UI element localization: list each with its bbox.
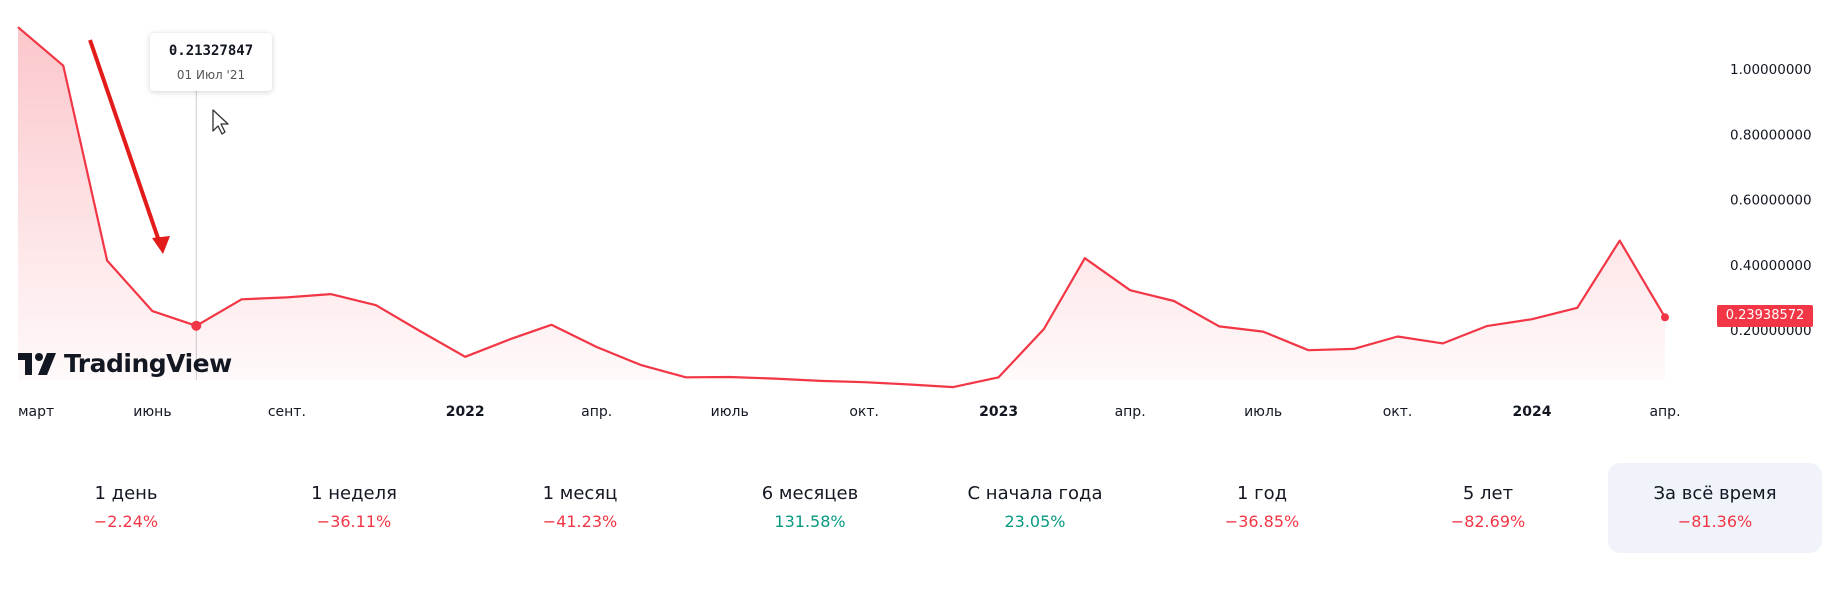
- y-tick-label: 0.60000000: [1730, 193, 1812, 209]
- period-change: −82.69%: [1450, 512, 1526, 531]
- period-label: С начала года: [967, 483, 1103, 504]
- tradingview-logo-text: TradingView: [64, 349, 232, 378]
- period-change: −36.85%: [1224, 512, 1300, 531]
- period-change: −36.11%: [316, 512, 392, 531]
- x-tick-label: июнь: [133, 404, 171, 420]
- period-button[interactable]: 1 месяц −41.23%: [473, 463, 687, 553]
- y-tick-label: 0.20000000: [1730, 323, 1812, 339]
- tradingview-logo-icon: [18, 352, 56, 375]
- period-label: 5 лет: [1462, 483, 1514, 504]
- x-tick-label: сент.: [268, 404, 306, 420]
- x-tick-label: июль: [711, 404, 749, 420]
- period-button[interactable]: 1 день −2.24%: [19, 463, 233, 553]
- mouse-cursor-icon: [212, 109, 229, 135]
- x-tick-label: июль: [1244, 404, 1282, 420]
- period-change: 23.05%: [1004, 512, 1066, 531]
- y-tick-label: 0.40000000: [1730, 258, 1812, 274]
- x-tick-label: апр.: [1115, 404, 1146, 420]
- hover-tooltip: 0.21327847 01 Июл '21: [150, 33, 272, 91]
- x-tick-label: 2022: [446, 404, 485, 420]
- period-change: −41.23%: [542, 512, 618, 531]
- period-button[interactable]: 6 месяцев 131.58%: [703, 463, 917, 553]
- hover-point: [191, 320, 202, 331]
- tradingview-logo: TradingView: [18, 349, 232, 378]
- x-tick-label: апр.: [581, 404, 612, 420]
- period-button[interactable]: 1 неделя −36.11%: [247, 463, 461, 553]
- price-chart[interactable]: 1.00000000 0.80000000 0.60000000 0.40000000…: [0, 0, 1843, 420]
- period-label: 1 день: [94, 483, 158, 504]
- period-button[interactable]: За всё время −81.36%: [1608, 463, 1822, 553]
- period-label: 6 месяцев: [761, 483, 859, 504]
- x-tick-label: март: [18, 404, 54, 420]
- series-area: [18, 27, 1665, 388]
- period-label: 1 неделя: [311, 483, 397, 504]
- period-change: 131.58%: [774, 512, 846, 531]
- last-point: [1661, 313, 1669, 322]
- x-tick-label: 2023: [979, 404, 1018, 420]
- y-axis: 1.00000000 0.80000000 0.60000000 0.40000000…: [1730, 62, 1812, 339]
- x-tick-label: окт.: [1383, 404, 1413, 420]
- x-tick-label: окт.: [849, 404, 879, 420]
- series-line: [17, 26, 1666, 389]
- x-tick-label: апр.: [1649, 404, 1680, 420]
- y-tick-label: 1.00000000: [1730, 62, 1812, 78]
- period-button[interactable]: 5 лет −82.69%: [1381, 463, 1595, 553]
- tooltip-value: 0.21327847: [168, 43, 254, 59]
- y-tick-label: 0.80000000: [1730, 127, 1812, 143]
- period-label: 1 год: [1236, 483, 1288, 504]
- x-tick-label: 2024: [1513, 404, 1552, 420]
- period-label: За всё время: [1653, 483, 1777, 504]
- period-change: −2.24%: [93, 512, 159, 531]
- period-button[interactable]: С начала года 23.05%: [928, 463, 1142, 553]
- period-button[interactable]: 1 год −36.85%: [1155, 463, 1369, 553]
- last-price-badge: 0.23938572: [1717, 305, 1813, 327]
- x-axis: март июнь сент. 2022 апр. июль окт. 2023 апр. июл…: [18, 404, 1681, 420]
- period-label: 1 месяц: [542, 483, 618, 504]
- period-change: −81.36%: [1677, 512, 1753, 531]
- tooltip-date: 01 Июл '21: [176, 68, 246, 82]
- period-selector: 1 день −2.24% 1 неделя −36.11% 1 месяц −41.23…: [0, 463, 1843, 553]
- annotation-arrow: [88, 39, 170, 254]
